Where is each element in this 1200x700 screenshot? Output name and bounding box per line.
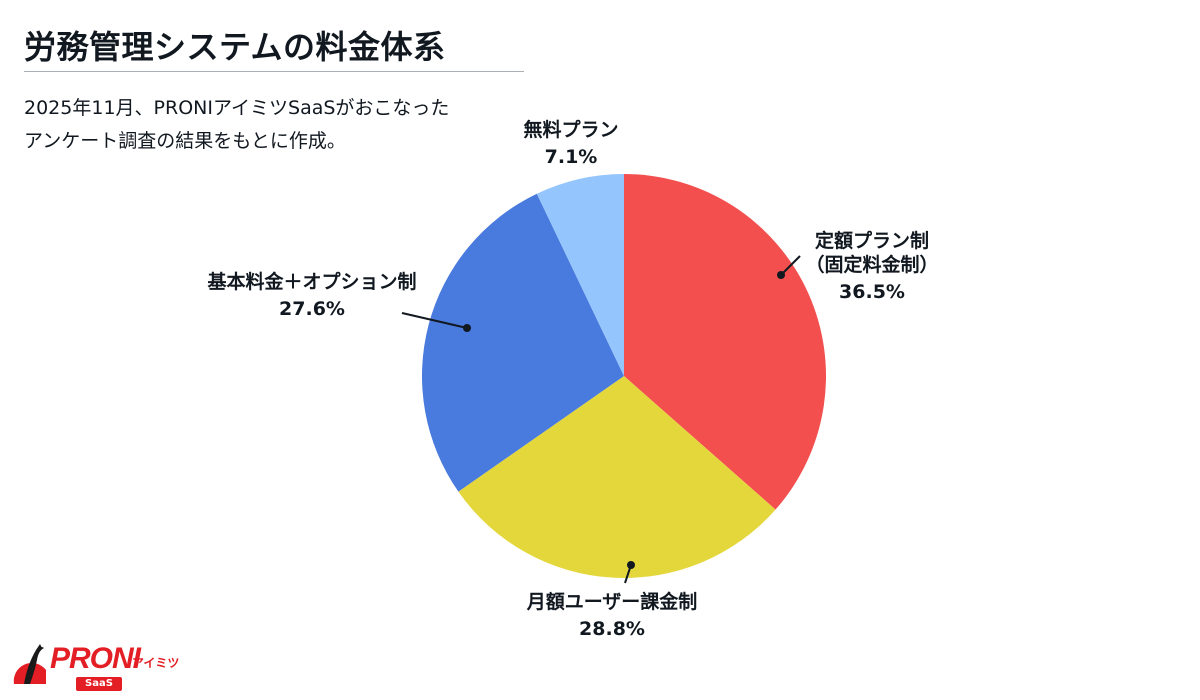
label-base-option-pct: 27.6% xyxy=(279,298,345,320)
logo-saas-badge: SaaS xyxy=(76,677,122,691)
logo-kana: アイミツ xyxy=(132,656,180,670)
label-monthly-user: 月額ユーザー課金制 28.8% xyxy=(527,590,698,641)
chart-subtitle: 2025年11月、PRONIアイミツSaaSがおこなった アンケート調査の結果を… xyxy=(24,92,544,158)
label-fixed-plan-name: 定額プラン制 xyxy=(814,230,930,252)
pie-slice-free-plan xyxy=(536,174,624,376)
proni-logo: PRONI アイミツ SaaS xyxy=(10,636,180,692)
leader-lines xyxy=(401,255,801,584)
leader-dot-monthly-user xyxy=(627,561,635,569)
label-fixed-plan: 定額プラン制 （固定料金制） 36.5% xyxy=(805,229,938,304)
leader-dot-base-option xyxy=(463,324,471,332)
subtitle-line-1: 2025年11月、PRONIアイミツSaaSがおこなった xyxy=(24,97,450,119)
label-monthly-user-pct: 28.8% xyxy=(579,618,645,640)
leader-line-base-option xyxy=(401,312,468,329)
pie-slice-fixed-plan xyxy=(624,174,826,510)
label-free-plan-name: 無料プラン xyxy=(523,119,619,141)
pie-slice-base-option xyxy=(422,193,624,492)
label-fixed-plan-pct: 36.5% xyxy=(839,281,905,303)
penguin-icon xyxy=(13,644,46,684)
page-title: 労務管理システムの料金体系 xyxy=(24,28,446,66)
subtitle-line-2: アンケート調査の結果をもとに作成。 xyxy=(24,130,346,152)
label-monthly-user-name: 月額ユーザー課金制 xyxy=(526,591,698,613)
leader-dot-fixed xyxy=(777,271,785,279)
label-free-plan-pct: 7.1% xyxy=(544,146,598,168)
label-fixed-plan-sub: （固定料金制） xyxy=(805,254,939,276)
label-base-option-name: 基本料金＋オプション制 xyxy=(207,271,417,293)
logo-brand: PRONI xyxy=(50,642,141,675)
label-base-option: 基本料金＋オプション制 27.6% xyxy=(207,270,416,321)
label-free-plan: 無料プラン 7.1% xyxy=(523,118,618,169)
title-divider xyxy=(24,71,524,72)
pie-slices xyxy=(422,174,826,579)
pie-slice-monthly-user xyxy=(458,376,776,579)
leader-line-fixed xyxy=(780,255,801,276)
